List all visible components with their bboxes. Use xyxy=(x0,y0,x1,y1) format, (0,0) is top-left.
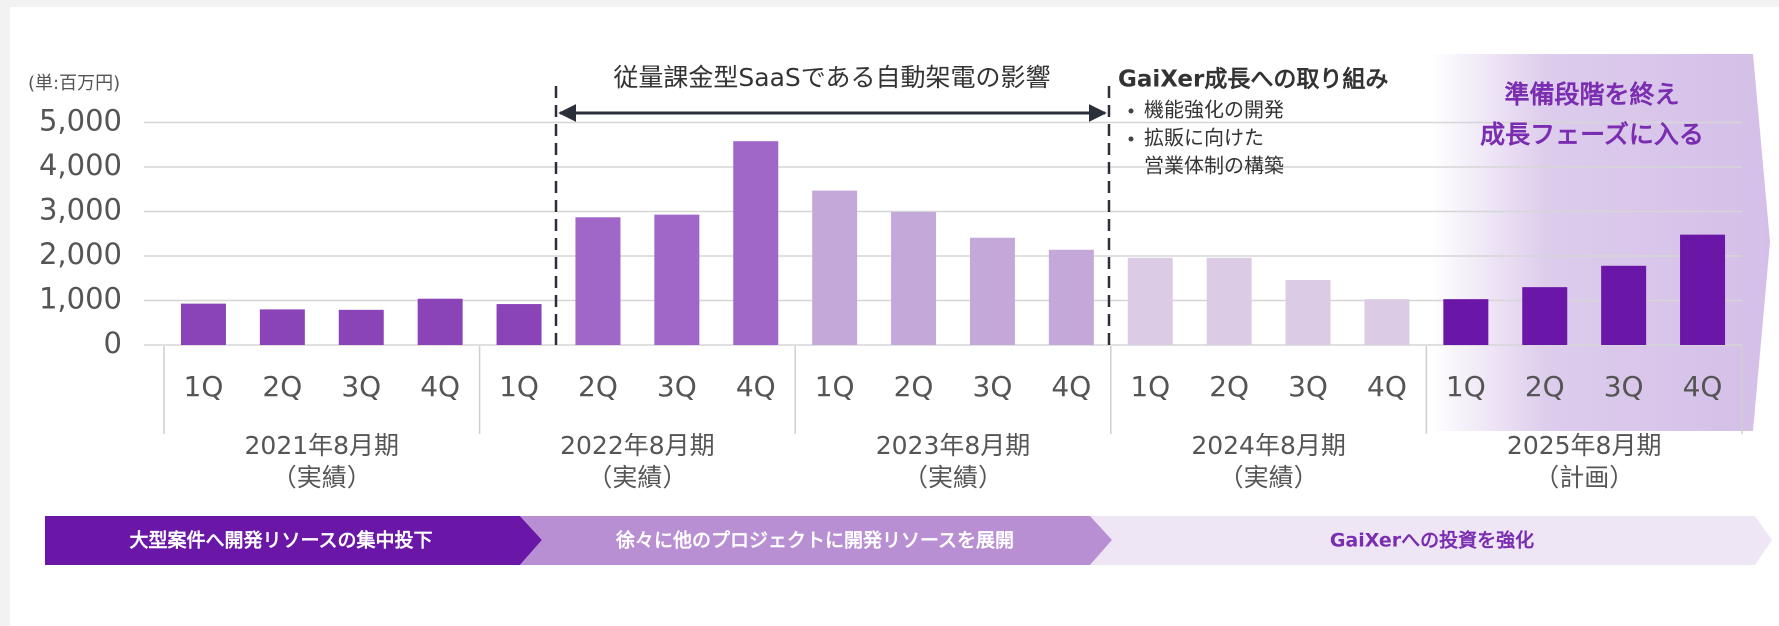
x-tick-label: 2Q xyxy=(894,370,934,403)
bar xyxy=(1048,249,1094,345)
top-frame xyxy=(0,0,1779,7)
group-note: （実績） xyxy=(903,463,1003,492)
phase-label: GaiXerへの投資を強化 xyxy=(1330,529,1534,552)
x-tick-label: 1Q xyxy=(815,370,855,403)
phase-label: 徐々に他のプロジェクトに開発リソースを展開 xyxy=(615,529,1014,552)
bar xyxy=(1601,265,1647,345)
bar xyxy=(733,141,779,345)
bar xyxy=(575,217,621,345)
growth-item: 営業体制の構築 xyxy=(1144,154,1284,178)
bar xyxy=(338,309,384,345)
growth-item: 拡販に向けた xyxy=(1144,126,1264,150)
phase-text: 準備段階を終え xyxy=(1504,80,1679,109)
x-tick-label: 4Q xyxy=(420,370,460,403)
y-tick-label: 5,000 xyxy=(39,104,122,138)
phase-banner xyxy=(1090,516,1772,565)
bullet xyxy=(1128,136,1134,142)
x-tick-label: 1Q xyxy=(1446,370,1486,403)
bar xyxy=(496,304,542,345)
growth-title: GaiXer成長への取り組み xyxy=(1118,66,1388,93)
left-frame xyxy=(0,0,10,626)
group-note: （実績） xyxy=(272,463,372,492)
bar xyxy=(891,211,937,345)
bar xyxy=(1206,257,1252,345)
x-tick-label: 3Q xyxy=(973,370,1013,403)
phase-text: 成長フェーズに入る xyxy=(1480,120,1704,149)
unit-label: (単:百万円) xyxy=(28,73,120,94)
y-tick-label: 0 xyxy=(104,326,122,360)
bar xyxy=(1680,234,1726,345)
phase-banner xyxy=(520,516,1112,565)
group-label: 2024年8月期 xyxy=(1191,431,1346,460)
x-tick-label: 1Q xyxy=(499,370,539,403)
bar xyxy=(1285,280,1331,345)
group-note: （実績） xyxy=(587,463,687,492)
bar xyxy=(1522,287,1568,345)
group-note: （計画） xyxy=(1534,463,1634,492)
y-tick-label: 4,000 xyxy=(39,148,122,182)
impact-title: 従量課金型SaaSである自動架電の影響 xyxy=(613,63,1050,92)
bar xyxy=(1127,257,1173,345)
x-tick-label: 3Q xyxy=(1288,370,1328,403)
x-tick-label: 4Q xyxy=(1051,370,1091,403)
group-label: 2022年8月期 xyxy=(560,431,715,460)
growth-item: 機能強化の開発 xyxy=(1144,98,1284,122)
y-tick-label: 3,000 xyxy=(39,193,122,227)
x-tick-label: 3Q xyxy=(341,370,381,403)
x-tick-label: 3Q xyxy=(1604,370,1644,403)
bar xyxy=(812,190,858,345)
x-tick-label: 1Q xyxy=(1130,370,1170,403)
x-tick-label: 4Q xyxy=(1367,370,1407,403)
x-tick-label: 2Q xyxy=(578,370,618,403)
bar xyxy=(417,298,463,345)
bar xyxy=(654,214,700,345)
x-tick-label: 2Q xyxy=(1525,370,1565,403)
x-tick-label: 3Q xyxy=(657,370,697,403)
group-label: 2023年8月期 xyxy=(876,431,1031,460)
y-tick-label: 2,000 xyxy=(39,237,122,271)
phase-label: 大型案件へ開発リソースの集中投下 xyxy=(129,529,432,552)
bar xyxy=(1443,299,1489,345)
phase-banner xyxy=(45,516,542,565)
bar xyxy=(1364,299,1410,345)
x-tick-label: 1Q xyxy=(184,370,224,403)
x-tick-label: 4Q xyxy=(1683,370,1723,403)
bar xyxy=(259,309,305,345)
bar xyxy=(969,237,1015,345)
group-label: 2021年8月期 xyxy=(245,431,400,460)
bar xyxy=(180,303,226,345)
x-tick-label: 2Q xyxy=(262,370,302,403)
bullet xyxy=(1128,108,1134,114)
group-note: （実績） xyxy=(1219,463,1319,492)
group-label: 2025年8月期 xyxy=(1507,431,1662,460)
y-tick-label: 1,000 xyxy=(39,282,122,316)
x-tick-label: 4Q xyxy=(736,370,776,403)
x-tick-label: 2Q xyxy=(1209,370,1249,403)
